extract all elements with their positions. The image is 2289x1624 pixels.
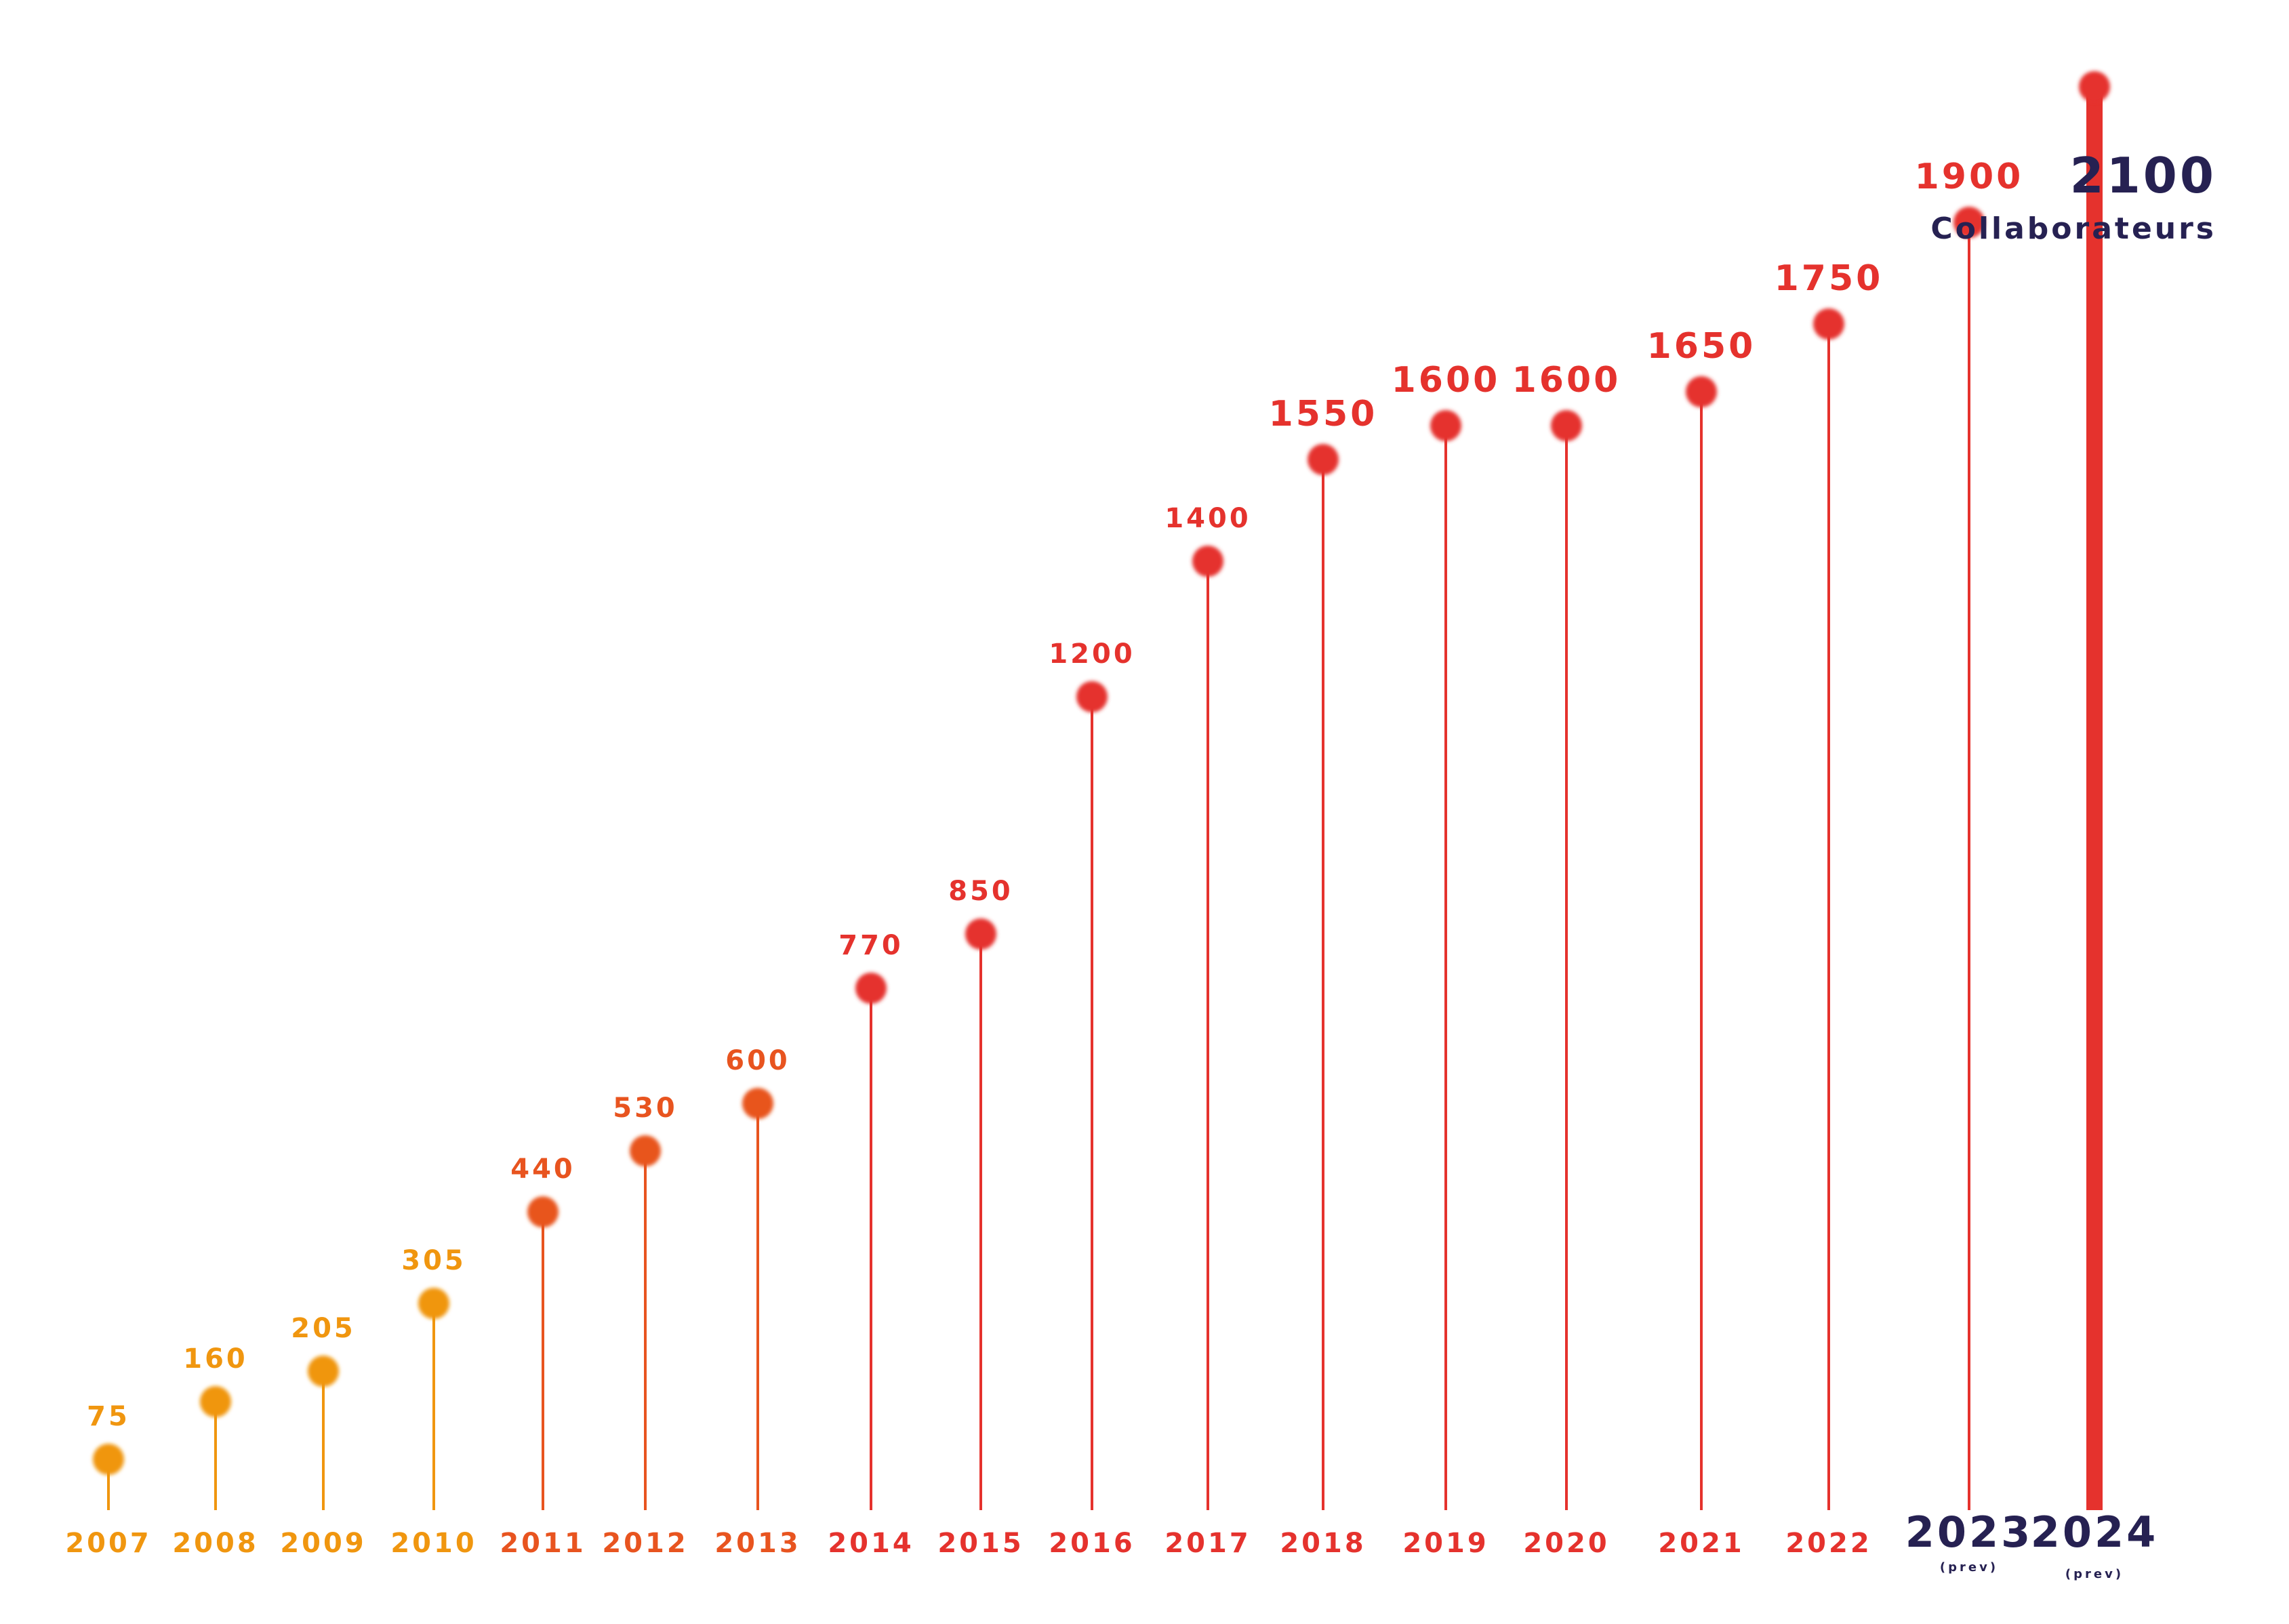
value-label-2014: 770 — [838, 930, 904, 961]
highlight-caption: Collaborateurs — [1930, 211, 2216, 246]
x-tick-2009: 2009 — [280, 1528, 366, 1559]
forecast-note-2023: (prev) — [1940, 1560, 1998, 1575]
x-tick-2023: 2023 — [1905, 1507, 2033, 1557]
dot-2011 — [527, 1196, 559, 1227]
value-label-2010: 305 — [401, 1245, 466, 1276]
x-tick-2021: 2021 — [1658, 1528, 1744, 1559]
x-tick-2013: 2013 — [714, 1528, 801, 1559]
stem-2020 — [1565, 426, 1568, 1510]
stem-2012 — [644, 1151, 647, 1510]
value-label-2017: 1400 — [1164, 503, 1251, 534]
notes-group: (prev) (prev) — [1940, 1560, 2124, 1581]
value-label-2024: 2100 — [2070, 147, 2216, 204]
stem-2008 — [214, 1402, 217, 1510]
stem-2013 — [756, 1103, 759, 1510]
x-tick-2019: 2019 — [1402, 1528, 1488, 1559]
stem-2015 — [979, 934, 982, 1510]
x-tick-2017: 2017 — [1164, 1528, 1251, 1559]
dot-2020 — [1551, 410, 1582, 441]
x-tick-2024: 2024 — [2031, 1507, 2159, 1557]
value-label-2018: 1550 — [1269, 394, 1378, 434]
dot-2008 — [200, 1386, 231, 1417]
x-tick-2020: 2020 — [1523, 1528, 1609, 1559]
dot-2017 — [1192, 546, 1223, 577]
dot-2010 — [418, 1288, 449, 1319]
dot-2013 — [742, 1088, 773, 1119]
x-tick-2018: 2018 — [1280, 1528, 1366, 1559]
dot-2016 — [1076, 681, 1108, 712]
x-tick-2022: 2022 — [1785, 1528, 1871, 1559]
stem-2010 — [432, 1303, 435, 1510]
x-labels-group: 2007 2008 2009 2010 2011 2012 2013 2014 2015 2016… — [65, 1507, 2159, 1559]
dot-2009 — [308, 1356, 339, 1387]
value-label-2008: 160 — [183, 1343, 248, 1375]
dot-2012 — [630, 1135, 661, 1166]
value-label-2016: 1200 — [1049, 638, 1135, 670]
x-tick-2015: 2015 — [937, 1528, 1024, 1559]
value-label-2007: 75 — [87, 1401, 130, 1432]
dot-2018 — [1308, 444, 1339, 475]
value-label-2020: 1600 — [1512, 360, 1621, 401]
x-tick-2008: 2008 — [172, 1528, 258, 1559]
x-tick-2010: 2010 — [390, 1528, 477, 1559]
dot-2019 — [1430, 410, 1461, 441]
dots-group — [93, 71, 2110, 1475]
stem-2021 — [1700, 392, 1703, 1510]
dot-2024 — [2079, 71, 2110, 102]
dot-2023 — [1953, 207, 1985, 238]
value-label-2013: 600 — [725, 1045, 790, 1076]
stem-2011 — [542, 1212, 544, 1510]
dot-2021 — [1686, 376, 1717, 407]
stem-2018 — [1322, 460, 1324, 1510]
dot-2014 — [855, 973, 887, 1004]
dot-2022 — [1813, 308, 1844, 340]
stems-group — [107, 87, 2103, 1510]
stem-2017 — [1207, 561, 1209, 1510]
x-tick-2011: 2011 — [500, 1528, 586, 1559]
x-tick-2014: 2014 — [828, 1528, 914, 1559]
stem-2014 — [870, 988, 872, 1510]
value-label-2022: 1750 — [1775, 258, 1884, 299]
stem-2007 — [107, 1459, 110, 1510]
forecast-note-2024: (prev) — [2065, 1567, 2124, 1581]
value-label-2019: 1600 — [1392, 360, 1501, 401]
dot-2015 — [965, 918, 996, 950]
value-label-2012: 530 — [613, 1093, 678, 1124]
value-label-2011: 440 — [510, 1154, 575, 1185]
x-tick-2016: 2016 — [1049, 1528, 1135, 1559]
stem-2016 — [1091, 697, 1093, 1510]
stem-2024 — [2086, 87, 2103, 1510]
stem-2019 — [1444, 426, 1447, 1510]
value-label-2015: 850 — [948, 876, 1013, 907]
stem-2023 — [1968, 222, 1970, 1510]
dot-2007 — [93, 1444, 124, 1475]
value-label-2023: 1900 — [1915, 157, 2024, 197]
stem-2022 — [1827, 324, 1830, 1510]
x-tick-2012: 2012 — [602, 1528, 688, 1559]
x-tick-2007: 2007 — [65, 1528, 151, 1559]
stem-2009 — [322, 1371, 325, 1510]
value-label-2009: 205 — [291, 1313, 356, 1344]
value-label-2021: 1650 — [1647, 326, 1756, 367]
value-labels-group: 75 160 205 305 440 530 600 770 850 1200 1400 1550 16… — [87, 147, 2216, 1432]
